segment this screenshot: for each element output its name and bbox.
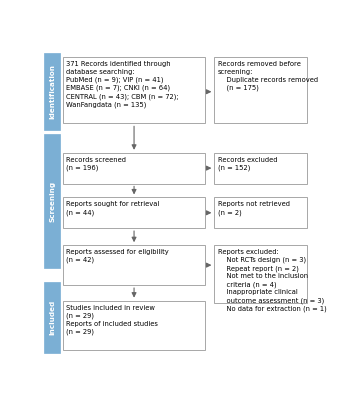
Text: Included: Included (49, 300, 55, 335)
Text: Screening: Screening (49, 181, 55, 222)
FancyBboxPatch shape (63, 245, 205, 285)
Text: Reports not retrieved
(n = 2): Reports not retrieved (n = 2) (218, 201, 290, 216)
Text: 371 Records identified through
database searching:
PubMed (n = 9); VIP (n = 41)
: 371 Records identified through database … (66, 61, 179, 108)
Text: Reports excluded:
    Not RCTs design (n = 3)
    Repeat report (n = 2)
    Not : Reports excluded: Not RCTs design (n = 3… (218, 249, 327, 312)
FancyBboxPatch shape (214, 197, 307, 228)
Text: Records removed before
screening:
    Duplicate records removed
    (n = 175): Records removed before screening: Duplic… (218, 61, 318, 91)
Text: Records excluded
(n = 152): Records excluded (n = 152) (218, 157, 277, 171)
Text: Studies included in review
(n = 29)
Reports of included studies
(n = 29): Studies included in review (n = 29) Repo… (66, 304, 158, 335)
Text: Reports assessed for eligibility
(n = 42): Reports assessed for eligibility (n = 42… (66, 249, 169, 263)
FancyBboxPatch shape (63, 197, 205, 228)
FancyBboxPatch shape (63, 153, 205, 184)
FancyBboxPatch shape (44, 53, 60, 130)
Text: Identification: Identification (49, 64, 55, 119)
FancyBboxPatch shape (214, 153, 307, 184)
Text: Reports sought for retrieval
(n = 44): Reports sought for retrieval (n = 44) (66, 201, 159, 216)
Text: Records screened
(n = 196): Records screened (n = 196) (66, 157, 126, 171)
FancyBboxPatch shape (44, 282, 60, 353)
FancyBboxPatch shape (214, 245, 307, 303)
FancyBboxPatch shape (63, 57, 205, 124)
FancyBboxPatch shape (63, 300, 205, 350)
FancyBboxPatch shape (214, 57, 307, 124)
FancyBboxPatch shape (44, 134, 60, 268)
